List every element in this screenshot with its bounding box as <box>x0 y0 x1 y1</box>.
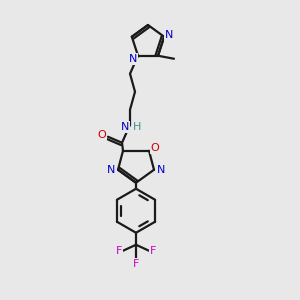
Text: N: N <box>165 30 173 40</box>
Text: O: O <box>151 143 159 153</box>
Text: N: N <box>121 122 129 132</box>
Text: N: N <box>107 165 115 175</box>
Text: O: O <box>98 130 106 140</box>
Text: F: F <box>116 246 122 256</box>
Text: N: N <box>157 165 165 175</box>
Text: N: N <box>129 54 137 64</box>
Text: F: F <box>133 259 139 269</box>
Text: F: F <box>150 246 156 256</box>
Text: H: H <box>133 122 141 132</box>
